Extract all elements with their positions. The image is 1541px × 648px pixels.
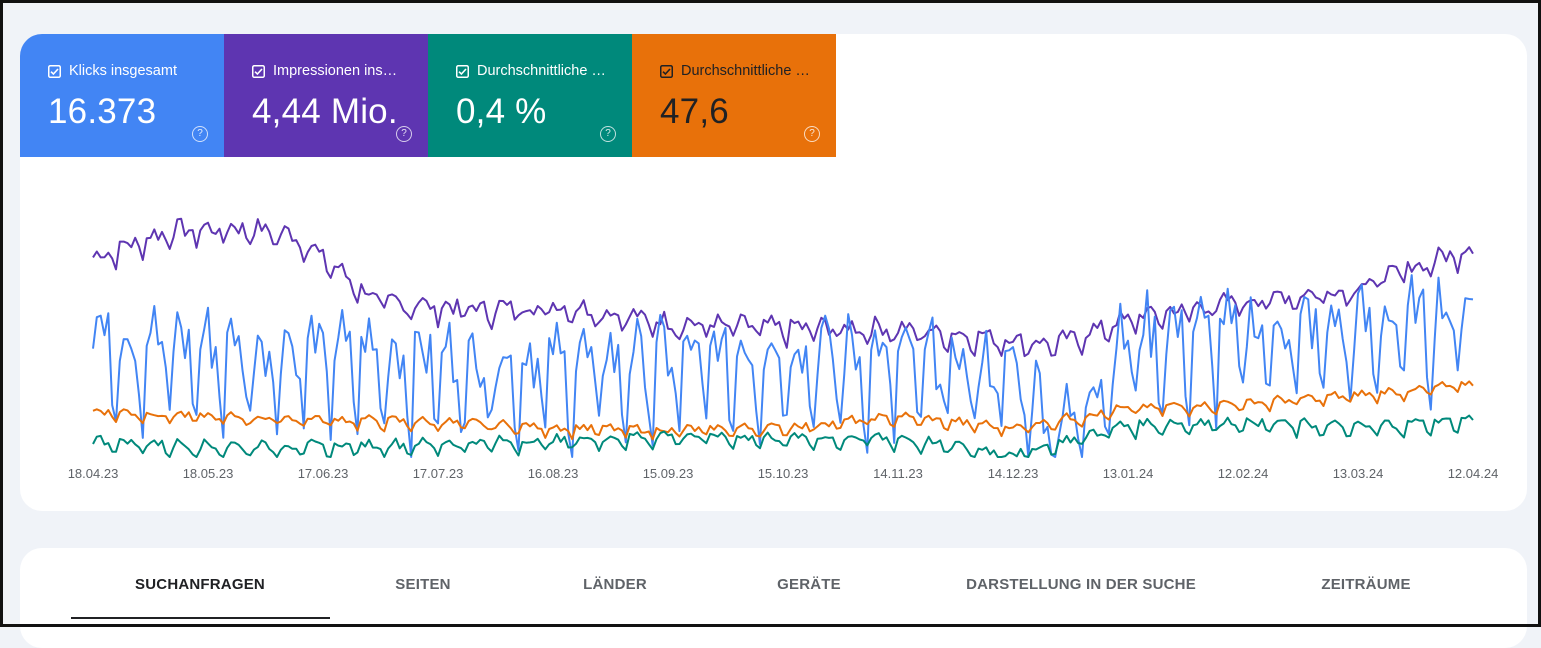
metric-toggles: Klicks insgesamt 16.373 ? Impressionen i… [20,34,836,157]
series-line [92,217,1474,358]
performance-chart: 18.04.23 18.05.23 17.06.23 17.07.23 16.08.23… [20,157,1527,511]
metric-label-row: Durchschnittliche … [456,62,632,80]
x-tick-label: 13.01.24 [1102,466,1154,481]
metric-value: 0,4 % [456,92,547,131]
x-tick-label: 17.07.23 [412,466,464,481]
series-line [92,274,1474,458]
metric-average-position[interactable]: Durchschnittliche … 47,6 ? [632,34,836,157]
tab-date-ranges[interactable]: ZEITRÄUME [1321,576,1411,593]
chart-canvas [92,217,1474,458]
checkbox-checked-icon[interactable] [48,64,61,78]
tab-queries[interactable]: SUCHANFRAGEN [135,576,265,593]
metric-value: 16.373 [48,92,157,131]
metric-value: 47,6 [660,92,729,131]
x-tick-label: 13.03.24 [1332,466,1384,481]
help-icon[interactable]: ? [600,126,616,142]
tab-pages[interactable]: SEITEN [395,576,451,593]
x-tick-label: 15.09.23 [642,466,694,481]
metric-label-row: Durchschnittliche … [660,62,836,80]
tab-search-appearance[interactable]: DARSTELLUNG IN DER SUCHE [966,576,1196,593]
x-tick-label: 17.06.23 [297,466,349,481]
x-tick-label: 15.10.23 [757,466,809,481]
x-tick-label: 12.02.24 [1217,466,1269,481]
checkbox-checked-icon[interactable] [456,64,469,78]
metric-label: Klicks insgesamt [69,63,177,79]
performance-card: Klicks insgesamt 16.373 ? Impressionen i… [20,34,1527,511]
metric-label-row: Klicks insgesamt [48,62,224,80]
active-tab-indicator [71,617,330,619]
x-tick-label: 18.04.23 [67,466,119,481]
x-tick-label: 18.05.23 [182,466,234,481]
metric-total-impressions[interactable]: Impressionen ins… 4,44 Mio. ? [224,34,428,157]
metric-total-clicks[interactable]: Klicks insgesamt 16.373 ? [20,34,224,157]
metric-label: Durchschnittliche … [681,63,810,79]
checkbox-checked-icon[interactable] [252,64,265,78]
dimension-tabs: SUCHANFRAGEN SEITEN LÄNDER GERÄTE DARSTE… [20,548,1527,648]
help-icon[interactable]: ? [804,126,820,142]
metric-average-ctr[interactable]: Durchschnittliche … 0,4 % ? [428,34,632,157]
series-line [92,380,1474,441]
metric-value: 4,44 Mio. [252,92,398,131]
metric-label: Durchschnittliche … [477,63,606,79]
checkbox-checked-icon[interactable] [660,64,673,78]
series-line [92,414,1474,458]
help-icon[interactable]: ? [396,126,412,142]
metric-label: Impressionen ins… [273,63,398,79]
x-tick-label: 16.08.23 [527,466,579,481]
x-tick-label: 12.04.24 [1447,466,1499,481]
tab-devices[interactable]: GERÄTE [777,576,841,593]
help-icon[interactable]: ? [192,126,208,142]
x-tick-label: 14.11.23 [873,466,923,481]
x-tick-label: 14.12.23 [987,466,1039,481]
metric-label-row: Impressionen ins… [252,62,428,80]
tab-countries[interactable]: LÄNDER [583,576,647,593]
